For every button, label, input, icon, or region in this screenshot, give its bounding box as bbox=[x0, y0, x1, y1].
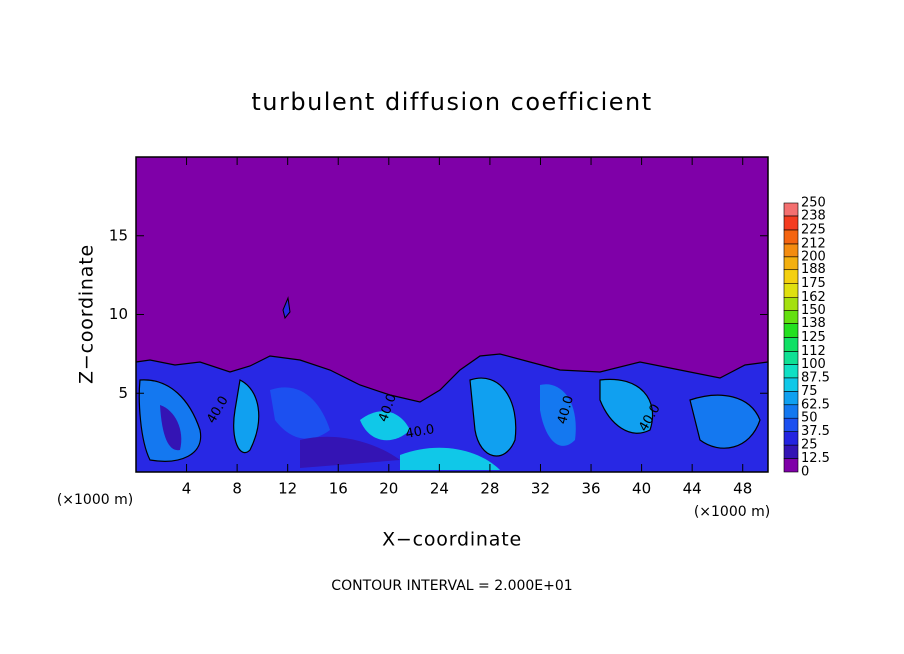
colorbar-bin bbox=[783, 431, 799, 446]
colorbar-bin bbox=[783, 404, 799, 419]
colorbar-label: 62.5 bbox=[801, 397, 830, 412]
contour-label: 40.0 bbox=[555, 394, 577, 426]
x-tick-label: 40 bbox=[632, 480, 651, 498]
field-patch bbox=[600, 379, 653, 434]
field-patch bbox=[282, 296, 291, 320]
field-patch bbox=[540, 384, 576, 446]
colorbar-label: 200 bbox=[801, 249, 826, 264]
colorbar-label: 37.5 bbox=[801, 424, 830, 439]
colorbar-bin bbox=[783, 390, 799, 406]
colorbar-bin bbox=[783, 243, 799, 258]
colorbar-label: 125 bbox=[801, 330, 826, 345]
colorbar-label: 250 bbox=[801, 196, 826, 211]
chart-title: turbulent diffusion coefficient bbox=[251, 88, 652, 116]
field-patch bbox=[470, 378, 516, 457]
x-unit: (×1000 m) bbox=[694, 504, 770, 520]
x-tick-label: 44 bbox=[683, 480, 702, 498]
colorbar-label: 238 bbox=[801, 208, 826, 223]
colorbar-bin bbox=[783, 283, 799, 298]
x-tick-label: 16 bbox=[329, 480, 348, 498]
y-axis-label: Z−coordinate bbox=[76, 244, 98, 384]
field-patch bbox=[233, 380, 259, 453]
contour-line bbox=[138, 379, 202, 462]
colorbar-bin bbox=[783, 337, 799, 352]
footer: CONTOUR INTERVAL = 2.000E+01 bbox=[331, 578, 572, 594]
contour-line bbox=[233, 379, 260, 454]
colorbar-label: 100 bbox=[801, 357, 826, 372]
field bbox=[135, 157, 769, 472]
x-tick-label: 4 bbox=[182, 480, 192, 498]
colorbar-label: 162 bbox=[801, 290, 826, 305]
colorbar-label: 138 bbox=[801, 316, 826, 331]
x-tick-label: 20 bbox=[379, 480, 398, 498]
contour-line bbox=[599, 378, 654, 434]
colorbar-bin bbox=[783, 202, 799, 217]
colorbar-label: 25 bbox=[801, 438, 818, 453]
y-unit: (×1000 m) bbox=[57, 492, 133, 508]
x-tick-label: 28 bbox=[480, 480, 499, 498]
colorbar-bin bbox=[783, 269, 799, 285]
colorbar-label: 50 bbox=[801, 411, 818, 426]
x-tick-label: 36 bbox=[581, 480, 600, 498]
contour-label: 40.0 bbox=[404, 422, 435, 442]
colorbar-label: 225 bbox=[801, 222, 826, 237]
x-axis-label: X−coordinate bbox=[382, 529, 522, 551]
colorbar-label: 150 bbox=[801, 303, 826, 318]
x-tick-label: 24 bbox=[430, 480, 449, 498]
colorbar-label: 0 bbox=[801, 465, 809, 480]
x-tick-label: 48 bbox=[733, 480, 752, 498]
field-patch bbox=[270, 387, 330, 439]
colorbar-bin bbox=[783, 323, 799, 338]
colorbar-bin bbox=[783, 297, 799, 311]
colorbar-label: 112 bbox=[801, 344, 826, 359]
colorbar-bin bbox=[783, 215, 799, 231]
colorbar-bin bbox=[783, 256, 799, 271]
colorbar-label: 188 bbox=[801, 262, 826, 277]
contour-line bbox=[135, 353, 769, 403]
colorbar-bin bbox=[783, 458, 799, 473]
field-patch bbox=[160, 405, 182, 451]
x-tick-label: 12 bbox=[278, 480, 297, 498]
colorbar-label: 75 bbox=[801, 384, 818, 399]
colorbar-bin bbox=[783, 377, 799, 392]
colorbar-bin bbox=[783, 351, 799, 365]
y-tick-label: 10 bbox=[109, 305, 128, 323]
contour-line bbox=[469, 377, 517, 457]
contour-line bbox=[689, 394, 761, 449]
field-patch bbox=[360, 411, 410, 441]
field-patch bbox=[300, 436, 400, 468]
y-tick-label: 5 bbox=[118, 384, 128, 402]
field-patch bbox=[400, 447, 500, 470]
colorbar-label: 12.5 bbox=[801, 451, 830, 466]
colorbar-bin bbox=[783, 444, 799, 459]
colorbar-bin bbox=[783, 229, 799, 245]
colorbar-label: 212 bbox=[801, 236, 826, 251]
x-tick-label: 32 bbox=[531, 480, 550, 498]
colorbar-bin bbox=[783, 417, 799, 432]
colorbar-bin bbox=[783, 364, 799, 379]
x-tick-label: 8 bbox=[232, 480, 242, 498]
colorbar-label: 175 bbox=[801, 276, 826, 291]
colorbar-bin bbox=[783, 310, 799, 324]
y-tick-label: 15 bbox=[109, 226, 128, 244]
field-patch bbox=[690, 395, 760, 449]
colorbar-label: 87.5 bbox=[801, 370, 830, 385]
